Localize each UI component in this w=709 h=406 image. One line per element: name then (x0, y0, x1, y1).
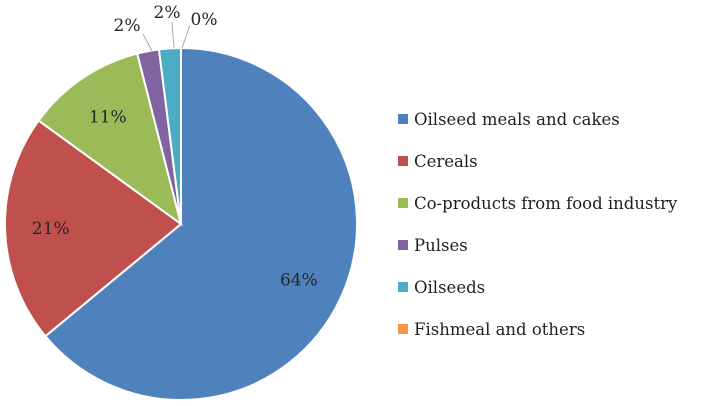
legend: Oilseed meals and cakes Cereals Co-product… (398, 110, 678, 339)
legend-swatch-oilseeds (398, 282, 408, 292)
legend-swatch-co-products-from-food-industry (398, 198, 408, 208)
legend-swatch-fishmeal-and-others (398, 324, 408, 334)
data-label-pulses: 2% (114, 16, 141, 36)
data-labels: 64% 21% 11% 2% 2% 0% (32, 3, 318, 290)
label-connectors (142, 21, 191, 52)
data-label-oilseed-meals-and-cakes: 64% (280, 270, 318, 290)
legend-label-pulses: Pulses (414, 236, 468, 255)
pie-slices (4, 46, 358, 401)
legend-swatch-cereals (398, 156, 408, 166)
data-label-co-products-from-food-industry: 11% (89, 107, 127, 127)
slice-oilseed-meals-and-cakes (43, 46, 358, 401)
data-label-oilseeds: 2% (154, 3, 181, 23)
legend-swatch-oilseed-meals-and-cakes (398, 114, 408, 124)
slice-co-products-from-food-industry (37, 52, 183, 227)
legend-label-fishmeal-and-others: Fishmeal and others (414, 320, 585, 339)
data-label-cereals: 21% (32, 219, 70, 239)
legend-label-oilseed-meals-and-cakes: Oilseed meals and cakes (414, 110, 620, 129)
legend-swatch-pulses (398, 240, 408, 250)
data-label-fishmeal-and-others: 0% (191, 10, 218, 30)
legend-label-cereals: Cereals (414, 152, 478, 171)
connector-fishmeal-and-others (181, 24, 191, 49)
connector-oilseeds (171, 21, 175, 49)
slice-oilseeds (157, 46, 182, 225)
slice-cereals (4, 119, 183, 338)
connector-pulses (142, 33, 153, 52)
legend-label-oilseeds: Oilseeds (414, 278, 485, 297)
legend-label-co-products-from-food-industry: Co-products from food industry (414, 194, 678, 213)
